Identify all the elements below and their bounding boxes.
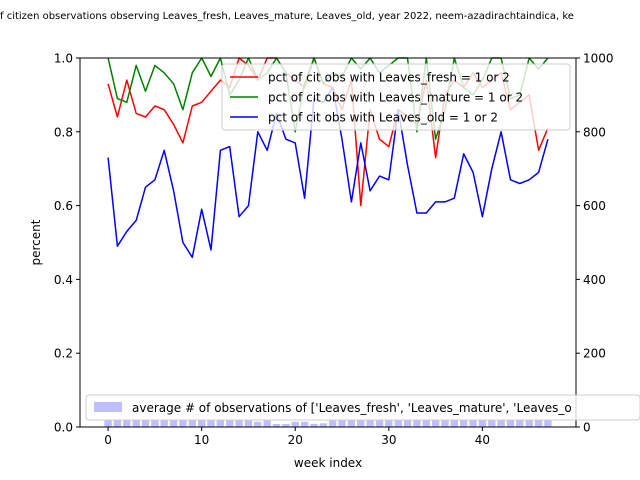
- bar: [450, 420, 458, 427]
- y-tick-label: 0.8: [54, 125, 73, 139]
- y2-axis-ticks: 0 200 400 600 800 1000: [576, 52, 614, 435]
- legend-label: pct of cit obs with Leaves_old = 1 or 2: [268, 111, 498, 125]
- y-tick-label: 0.2: [54, 347, 73, 361]
- bar: [385, 420, 393, 427]
- bar: [113, 420, 122, 427]
- bar: [244, 420, 253, 427]
- bar: [282, 424, 290, 427]
- bar: [160, 420, 168, 427]
- y-axis-label: percent: [29, 219, 43, 265]
- bar: [207, 420, 215, 427]
- bar: [431, 420, 440, 427]
- bar: [188, 420, 196, 427]
- bar: [216, 420, 225, 427]
- y-tick-label: 0.0: [54, 421, 73, 435]
- x-axis-label: week index: [294, 456, 362, 470]
- bar: [525, 420, 533, 427]
- bar: [478, 420, 487, 427]
- bar: [403, 420, 412, 427]
- legend-bars: average # of observations of ['Leaves_fr…: [85, 394, 640, 421]
- bar: [460, 420, 468, 427]
- bar: [141, 420, 150, 427]
- x-tick-label: 30: [381, 433, 396, 447]
- bar: [291, 421, 299, 427]
- bar: [394, 420, 402, 427]
- y-axis-ticks: 0.0 0.2 0.4 0.6 0.8 1.0: [54, 52, 80, 435]
- bar: [338, 420, 346, 427]
- bar: [375, 420, 384, 427]
- x-tick-label: 40: [475, 433, 490, 447]
- y2-tick-label: 400: [583, 273, 606, 287]
- y2-tick-label: 800: [583, 125, 606, 139]
- bar: [151, 420, 159, 427]
- legend-box: [221, 63, 571, 131]
- bar: [226, 420, 234, 427]
- bar: [469, 420, 477, 427]
- bar: [422, 420, 430, 427]
- bar: [104, 420, 112, 427]
- legend-bar-box: [85, 394, 640, 421]
- y-tick-label: 1.0: [54, 52, 73, 66]
- bar: [310, 424, 318, 427]
- bar: [329, 420, 337, 427]
- legend-bar-swatch: [94, 402, 122, 412]
- bar: [497, 420, 505, 427]
- bar: [179, 420, 187, 427]
- bar: [544, 420, 552, 427]
- bar: [516, 420, 524, 427]
- x-axis-ticks: 0 10 20 30 40: [104, 427, 490, 447]
- legend-label: pct of cit obs with Leaves_mature = 1 or…: [268, 91, 523, 105]
- x-tick-label: 20: [288, 433, 303, 447]
- y2-tick-label: 0: [583, 421, 591, 435]
- bar: [123, 420, 131, 427]
- y2-tick-label: 600: [583, 199, 606, 213]
- x-tick-label: 10: [194, 433, 209, 447]
- legend-bar-label: average # of observations of ['Leaves_fr…: [132, 401, 572, 415]
- y2-tick-label: 1000: [583, 52, 614, 66]
- bar: [441, 420, 449, 427]
- bar: [357, 420, 365, 427]
- chart-title: f citizen observations observing Leaves_…: [0, 11, 574, 22]
- bar: [506, 420, 515, 427]
- legend: pct of cit obs with Leaves_fresh = 1 or …: [221, 63, 571, 131]
- y-tick-label: 0.4: [54, 273, 73, 287]
- bar: [272, 424, 281, 427]
- bar: [169, 420, 178, 427]
- legend-label: pct of cit obs with Leaves_fresh = 1 or …: [268, 71, 510, 85]
- bar: [235, 420, 243, 427]
- bar: [254, 421, 262, 427]
- bar: [347, 420, 356, 427]
- bar: [132, 420, 140, 427]
- bar: [263, 420, 271, 427]
- y2-tick-label: 200: [583, 347, 606, 361]
- bar: [319, 423, 327, 427]
- bar: [366, 420, 374, 427]
- bar: [300, 421, 309, 427]
- bar: [534, 420, 543, 427]
- bar-series: [104, 420, 552, 427]
- y-tick-label: 0.6: [54, 199, 73, 213]
- x-tick-label: 0: [104, 433, 112, 447]
- bar: [198, 420, 206, 427]
- bar: [488, 420, 496, 427]
- bar: [413, 420, 421, 427]
- plot-frame: [79, 57, 577, 428]
